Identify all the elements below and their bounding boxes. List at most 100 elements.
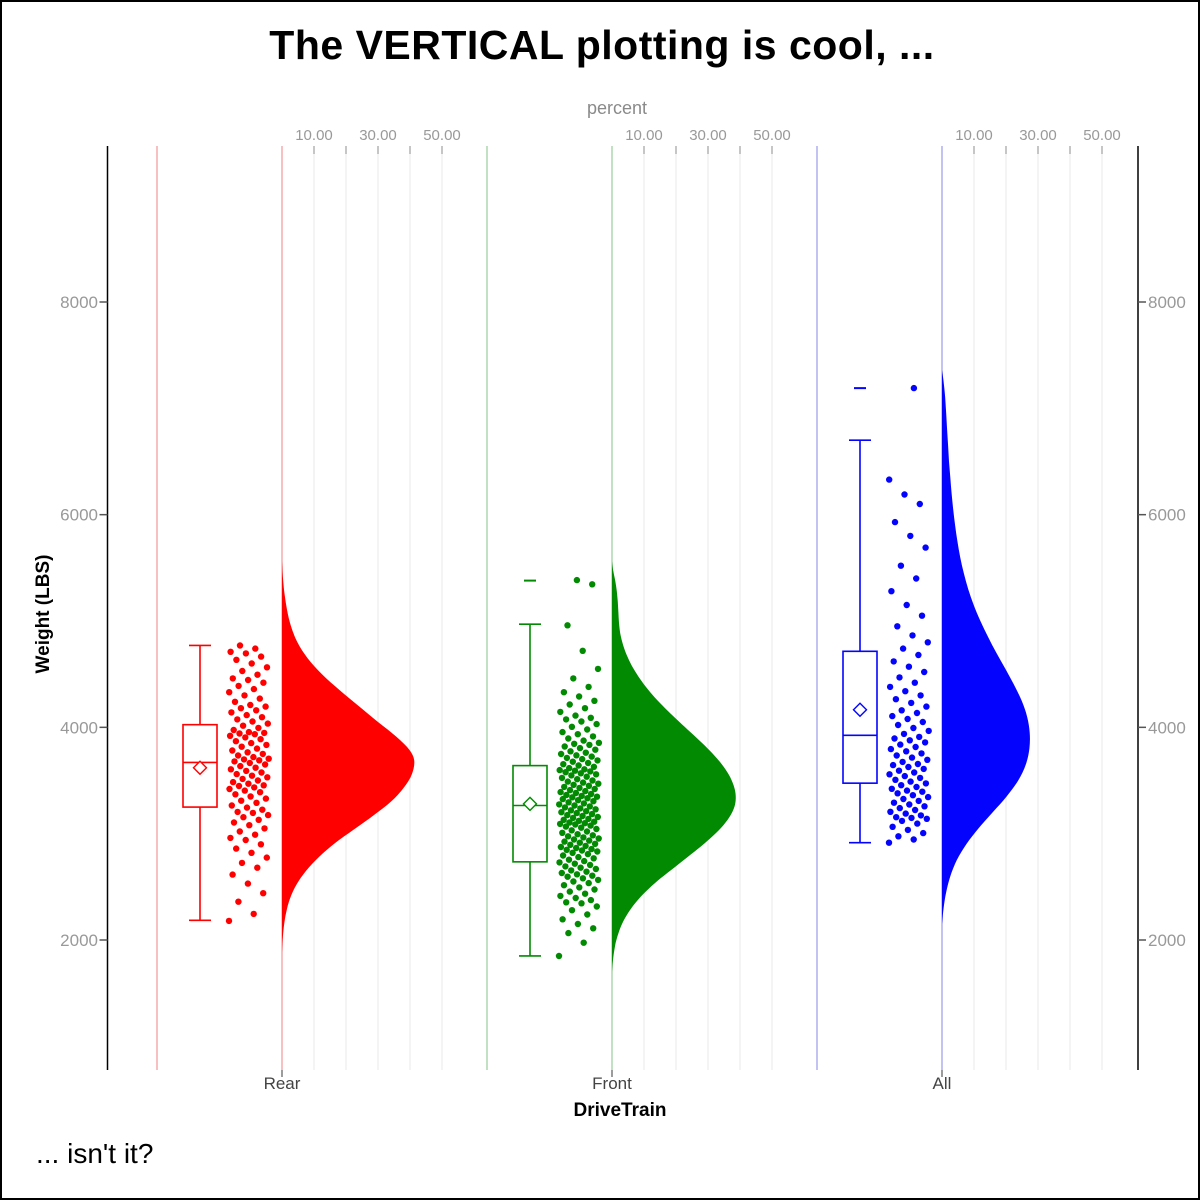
data-point-rear [257, 841, 265, 848]
data-point-all [907, 778, 914, 785]
data-point-rear [242, 734, 249, 741]
data-point-front [562, 863, 569, 870]
y-tick-label-left-6000: 6000 [60, 506, 98, 525]
data-point-rear [244, 676, 252, 684]
data-point-rear [257, 736, 264, 743]
data-point-front [564, 811, 571, 819]
data-point-all [887, 808, 894, 815]
data-point-all [910, 384, 918, 392]
data-point-rear [238, 859, 246, 867]
data-point-all [911, 806, 919, 814]
data-point-all [892, 696, 900, 703]
percent-axis-title: percent [586, 98, 648, 118]
data-point-front [566, 701, 573, 708]
data-point-all [899, 758, 906, 766]
data-point-rear [251, 831, 259, 838]
data-point-rear [260, 782, 267, 789]
data-point-front [564, 833, 572, 840]
data-point-front [563, 754, 571, 762]
data-point-rear [251, 784, 258, 791]
data-point-rear [241, 787, 248, 794]
data-point-rear [245, 780, 252, 787]
data-point-front [584, 726, 591, 733]
data-point-front [568, 723, 576, 730]
data-point-rear [242, 836, 249, 844]
data-point-rear [230, 726, 237, 734]
category-label-front: Front [592, 1074, 632, 1093]
mean-diamond-rear [192, 760, 208, 776]
data-point-front [570, 836, 578, 843]
data-point-rear [237, 705, 245, 712]
data-point-front [584, 911, 591, 918]
data-point-front [581, 705, 589, 712]
data-point-all [903, 748, 910, 755]
data-point-front [593, 903, 600, 910]
data-point-rear [261, 825, 268, 832]
data-point-front [591, 818, 598, 825]
data-point-rear [226, 689, 233, 696]
data-point-all [922, 780, 930, 787]
data-point-all [901, 491, 908, 498]
data-point-front [569, 814, 577, 822]
data-point-front [578, 718, 585, 725]
data-point-front [587, 790, 595, 798]
data-point-rear [226, 732, 234, 739]
data-point-all [902, 688, 909, 695]
data-point-front [595, 780, 602, 787]
data-point-all [885, 839, 893, 846]
data-point-all [904, 715, 911, 723]
data-point-front [586, 803, 593, 810]
data-point-all [893, 814, 900, 821]
data-point-front [580, 939, 587, 946]
data-point-all [895, 833, 902, 840]
percent-tick-label-front-30: 30.00 [689, 127, 727, 144]
data-point-front [568, 907, 576, 914]
data-point-rear [260, 890, 267, 897]
data-point-all [897, 741, 904, 748]
data-point-rear [226, 785, 233, 793]
data-point-front [585, 815, 592, 823]
data-point-all [901, 772, 908, 780]
data-point-front [578, 792, 585, 800]
data-point-front [573, 752, 580, 759]
data-point-front [556, 766, 563, 774]
data-point-rear [231, 698, 239, 705]
percent-tick-label-all-30: 30.00 [1019, 127, 1057, 144]
data-point-front [579, 755, 586, 763]
data-point-all [919, 718, 926, 726]
data-point-front [569, 849, 576, 856]
data-point-rear [243, 711, 250, 719]
data-point-all [916, 733, 923, 741]
data-point-front [566, 764, 573, 772]
data-point-all [887, 745, 895, 753]
data-point-front [585, 683, 592, 691]
data-point-all [889, 823, 896, 830]
data-point-all [920, 829, 927, 837]
boxplot-rear [182, 644, 218, 922]
data-point-front [573, 844, 580, 852]
data-point-rear [236, 642, 244, 649]
y-tick-label-right-8000: 8000 [1148, 293, 1186, 312]
data-point-all [921, 668, 928, 676]
data-point-front [589, 733, 597, 740]
data-point-front [561, 783, 568, 791]
data-point-rear [254, 671, 261, 678]
data-point-all [890, 658, 897, 665]
data-point-rear [227, 648, 234, 655]
data-point-all [897, 562, 905, 569]
violin-layer [282, 370, 1030, 972]
data-point-rear [235, 898, 242, 905]
data-point-rear [263, 664, 271, 671]
data-point-front [566, 888, 573, 895]
data-point-rear [235, 682, 242, 690]
data-point-front [563, 791, 570, 799]
data-point-front [572, 789, 580, 797]
mean-diamond-front [522, 796, 538, 812]
data-point-rear [249, 718, 256, 725]
data-point-all [889, 712, 896, 720]
data-point-rear [244, 880, 252, 887]
data-point-all [918, 750, 925, 757]
data-point-all [908, 754, 916, 761]
data-point-all [910, 836, 917, 843]
